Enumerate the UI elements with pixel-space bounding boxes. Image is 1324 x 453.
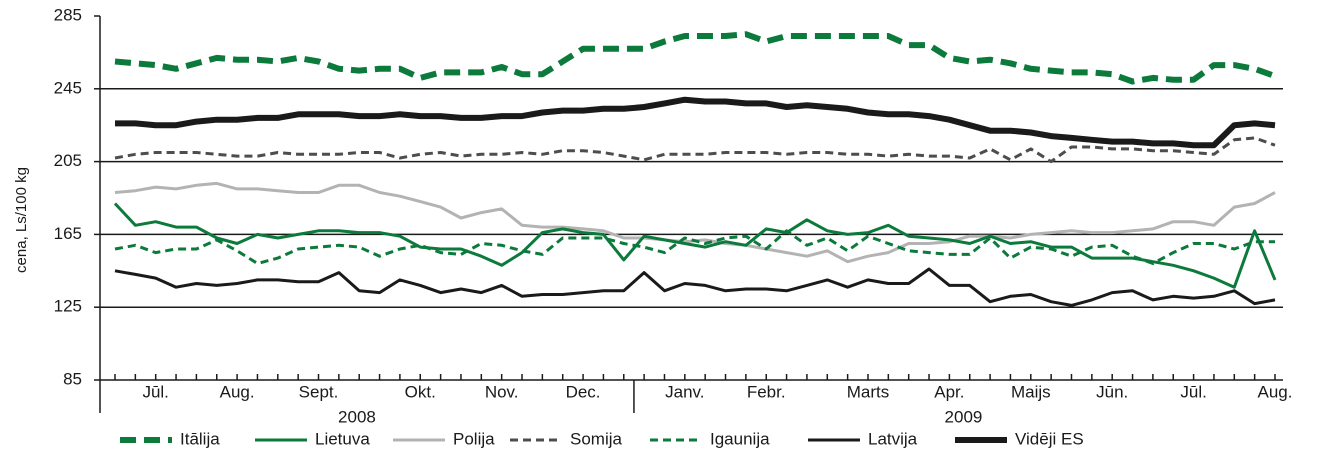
x-tick-label: Jūl. <box>142 382 168 401</box>
y-tick-label: 85 <box>63 369 82 388</box>
year-label: 2008 <box>338 407 376 426</box>
legend-label: Itālija <box>180 429 220 448</box>
legend-label: Latvija <box>868 429 918 448</box>
x-tick-label: Jūl. <box>1180 382 1206 401</box>
x-tick-label: Febr. <box>747 382 786 401</box>
year-label: 2009 <box>945 407 983 426</box>
legend-label: Somija <box>570 429 623 448</box>
x-tick-label: Dec. <box>566 382 601 401</box>
x-tick-label: Marts <box>847 382 890 401</box>
series-line <box>115 96 1276 149</box>
series-line <box>114 31 1277 85</box>
legend-label: Igaunija <box>710 429 770 448</box>
x-tick-label: Aug. <box>1258 382 1293 401</box>
x-tick-label: Maijs <box>1011 382 1051 401</box>
x-tick-label: Okt. <box>405 382 436 401</box>
legend-label: Lietuva <box>315 429 370 448</box>
series-line <box>114 181 1276 264</box>
y-tick-label: 125 <box>54 297 82 316</box>
x-tick-label: Jūn. <box>1096 382 1128 401</box>
y-tick-label: 205 <box>54 151 82 170</box>
legend-label: Vidēji ES <box>1015 429 1084 448</box>
x-tick-label: Apr. <box>934 382 964 401</box>
y-axis-label: cena, Ls/100 kg <box>13 167 30 273</box>
legend-label: Polija <box>453 429 495 448</box>
series-line <box>114 229 1275 265</box>
y-tick-label: 285 <box>54 5 82 24</box>
y-tick-label: 245 <box>54 78 82 97</box>
y-tick-label: 165 <box>54 224 82 243</box>
series-line <box>114 267 1276 307</box>
x-tick-label: Sept. <box>299 382 339 401</box>
x-tick-label: Nov. <box>485 382 519 401</box>
series-line <box>113 202 1277 289</box>
x-tick-label: Aug. <box>220 382 255 401</box>
x-tick-label: Janv. <box>665 382 704 401</box>
